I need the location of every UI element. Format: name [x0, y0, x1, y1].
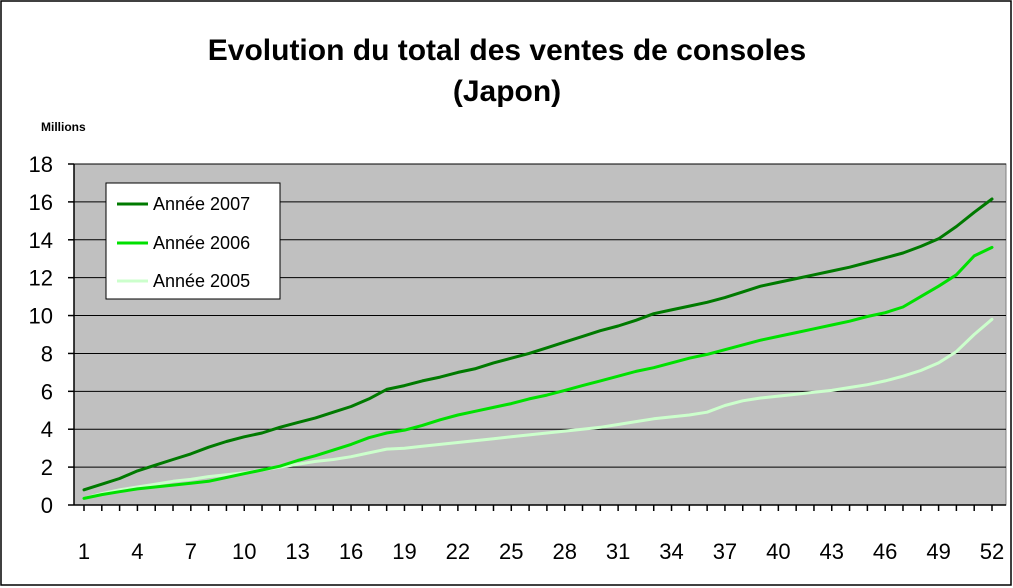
y-tick-label: 16 — [29, 190, 53, 215]
x-tick-label: 7 — [185, 539, 197, 564]
x-tick-label: 37 — [713, 539, 737, 564]
axes — [73, 164, 1006, 506]
x-tick-label: 10 — [232, 539, 256, 564]
x-axis-ticks: 1 4 7 10 13 16 19 22 25 28 31 34 37 40 43 46 49 52 — [78, 505, 1004, 564]
x-tick-label: 52 — [980, 539, 1004, 564]
x-tick-label: 1 — [78, 539, 90, 564]
series-line-ann-e-2007 — [82, 197, 994, 492]
y-tick-label: 14 — [29, 228, 53, 253]
x-tick-label: 46 — [873, 539, 897, 564]
series-lines — [82, 197, 994, 500]
y-tick-label: 8 — [41, 341, 53, 366]
y-tick-label: 18 — [29, 152, 53, 177]
y-tick-label: 0 — [41, 493, 53, 518]
y-unit-label: Millions — [41, 120, 86, 134]
y-tick-label: 4 — [41, 417, 53, 442]
x-tick-label: 19 — [392, 539, 416, 564]
x-tick-label: 4 — [131, 539, 143, 564]
x-tick-label: 43 — [820, 539, 844, 564]
y-tick-label: 6 — [41, 379, 53, 404]
chart-title-line-2: (Japon) — [453, 75, 561, 108]
x-tick-label: 25 — [499, 539, 523, 564]
legend: Année 2007 Année 2006 Année 2005 — [105, 182, 281, 300]
legend-label-2007: Année 2007 — [153, 194, 250, 214]
series-line-ann-e-2005 — [82, 317, 994, 500]
y-tick-label: 10 — [29, 304, 53, 329]
x-tick-label: 31 — [606, 539, 630, 564]
x-tick-label: 28 — [552, 539, 576, 564]
chart-title-line-1: Evolution du total des ventes de console… — [208, 34, 806, 67]
x-tick-label: 13 — [285, 539, 309, 564]
legend-label-2006: Année 2006 — [153, 233, 250, 253]
x-tick-label: 22 — [446, 539, 470, 564]
y-axis-ticks: 0 2 4 6 8 10 12 14 16 18 — [29, 152, 74, 518]
y-tick-label: 2 — [41, 455, 53, 480]
x-tick-label: 16 — [339, 539, 363, 564]
x-tick-label: 40 — [766, 539, 790, 564]
y-tick-label: 12 — [29, 266, 53, 291]
legend-label-2005: Année 2005 — [153, 271, 250, 291]
x-tick-label: 49 — [926, 539, 950, 564]
series-line-ann-e-2006 — [82, 245, 994, 500]
x-tick-label: 34 — [659, 539, 683, 564]
